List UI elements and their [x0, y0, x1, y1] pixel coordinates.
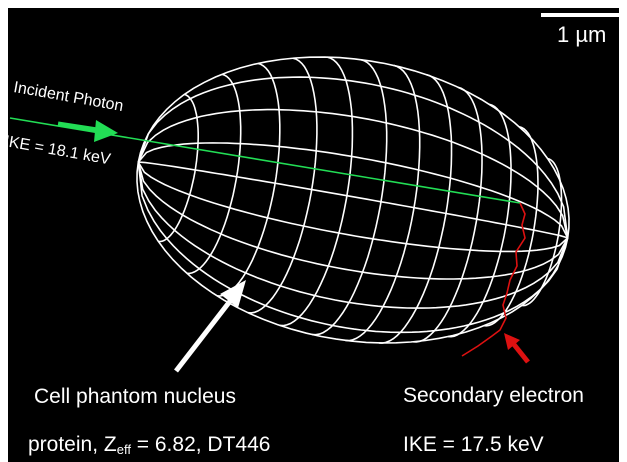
wireframe-meridian: [484, 125, 539, 327]
wireframe-latitude: [137, 161, 569, 253]
simulation-panel: [8, 8, 619, 462]
wireframe-meridian: [312, 58, 388, 336]
wireframe-meridian: [521, 157, 563, 307]
material-subscript: eff: [116, 442, 131, 457]
arrow-up-left-icon: [504, 333, 530, 364]
wireframe-latitude: [137, 161, 569, 280]
electron-track: [461, 202, 526, 357]
wireframe-meridian: [158, 93, 199, 243]
wireframe-latitude: [137, 162, 569, 334]
arrow-up-right-icon: [174, 280, 246, 373]
wireframe-latitude: [138, 161, 568, 239]
wireframe-meridian: [378, 73, 453, 344]
wireframe-meridian: [413, 86, 483, 343]
wireframe-latitude: [137, 161, 569, 309]
wireframe-latitude: [137, 142, 569, 239]
secondary-electron-label: Secondary electron: [403, 384, 584, 407]
wireframe-latitude: [137, 108, 569, 239]
wireframe-meridian: [279, 56, 354, 327]
electron-energy-label: IKE = 17.5 keV: [403, 433, 544, 456]
material-prefix: protein, Z: [28, 433, 117, 456]
wireframe-meridian: [186, 73, 242, 275]
wireframe-meridian: [345, 64, 421, 342]
scale-bar-label: 1 µm: [557, 22, 607, 47]
material-suffix: = 6.82, DT446: [130, 433, 271, 456]
material-label: protein, Zeff = 6.82, DT446: [28, 434, 270, 456]
wireframe-latitude: [137, 76, 569, 239]
wireframe-meridian: [216, 62, 281, 297]
nucleus-wireframe: [136, 56, 570, 344]
wireframe-meridian: [247, 57, 318, 314]
arrow-right-icon: [57, 120, 118, 142]
nucleus-label: Cell phantom nucleus: [34, 385, 236, 408]
